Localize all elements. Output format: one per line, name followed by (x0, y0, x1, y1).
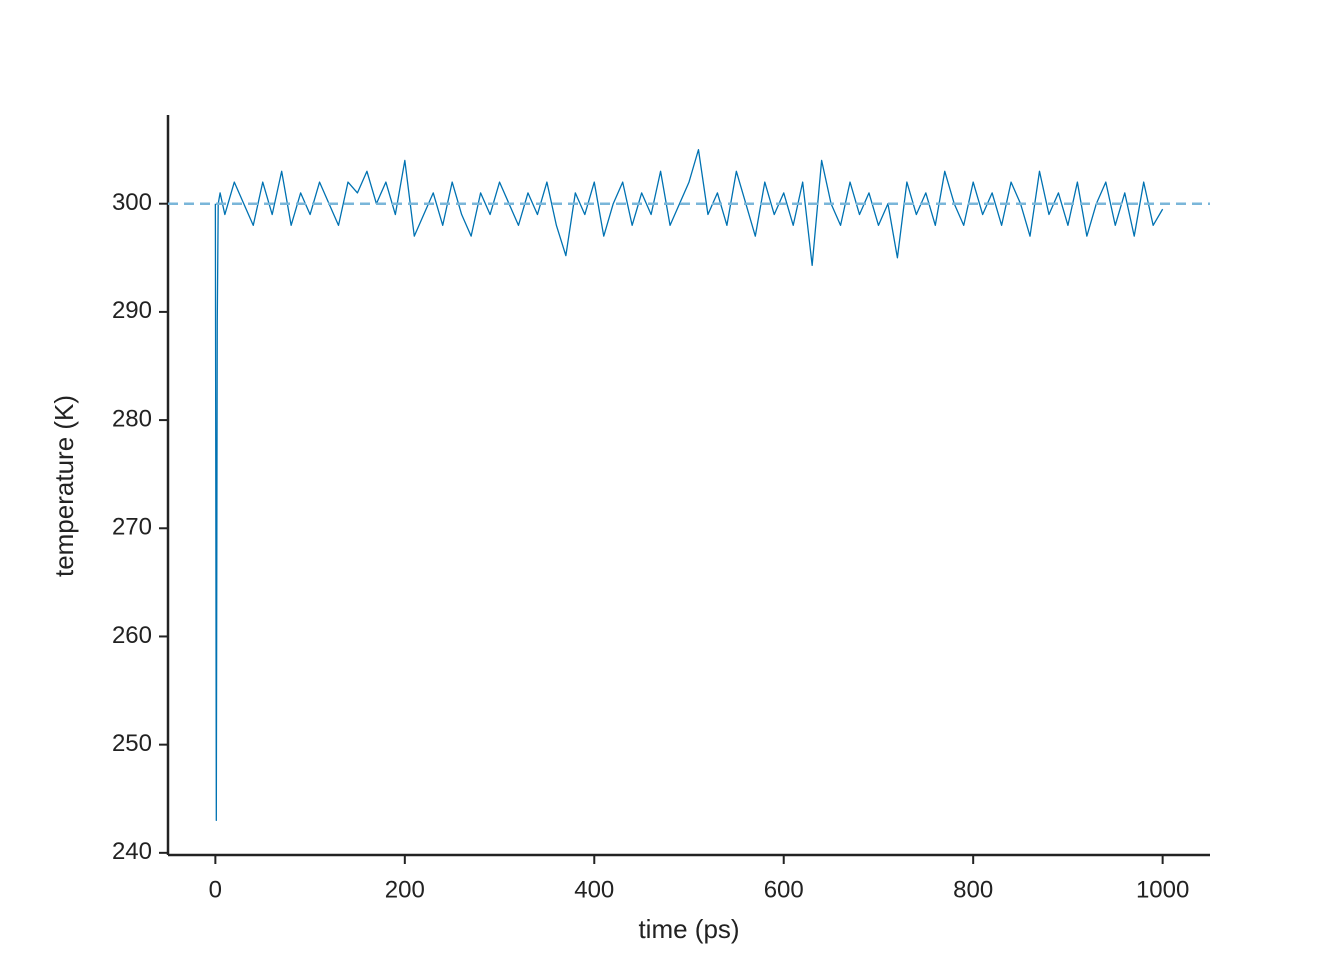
x-tick-label: 800 (953, 876, 993, 903)
y-tick-label: 280 (112, 405, 152, 432)
x-tick-label: 0 (209, 876, 222, 903)
x-axis-label: time (ps) (638, 914, 739, 944)
temperature-line (214, 148, 1164, 822)
y-tick-label: 300 (112, 189, 152, 216)
x-tick-label: 1000 (1136, 876, 1189, 903)
x-tick-label: 600 (764, 876, 804, 903)
y-axis-label: temperature (K) (49, 395, 79, 577)
x-tick-label: 400 (574, 876, 614, 903)
y-tick-label: 290 (112, 297, 152, 324)
y-tick-label: 250 (112, 730, 152, 757)
y-tick-label: 260 (112, 622, 152, 649)
y-tick-label: 240 (112, 838, 152, 865)
y-tick-label: 270 (112, 514, 152, 541)
x-tick-label: 200 (385, 876, 425, 903)
